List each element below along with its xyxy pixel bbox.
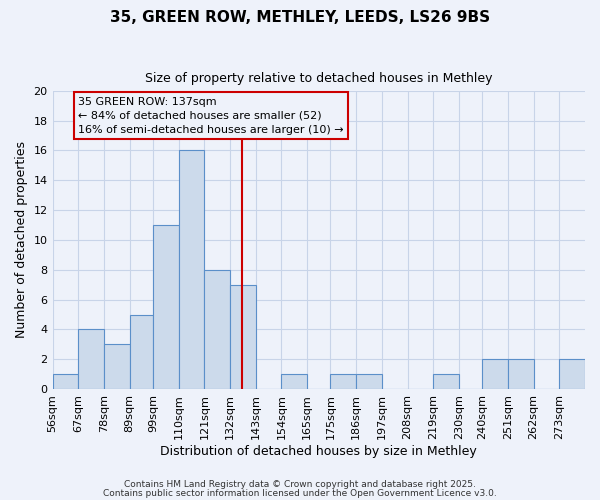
Bar [559,360,585,389]
Bar [179,150,205,389]
Bar [482,360,508,389]
Bar [433,374,459,389]
Text: 35 GREEN ROW: 137sqm
← 84% of detached houses are smaller (52)
16% of semi-detac: 35 GREEN ROW: 137sqm ← 84% of detached h… [78,97,344,135]
Bar [53,374,78,389]
Bar [153,225,179,389]
Y-axis label: Number of detached properties: Number of detached properties [15,142,28,338]
Bar [78,330,104,389]
Bar [508,360,533,389]
Text: Contains public sector information licensed under the Open Government Licence v3: Contains public sector information licen… [103,488,497,498]
Bar [356,374,382,389]
Bar [230,284,256,389]
Text: Contains HM Land Registry data © Crown copyright and database right 2025.: Contains HM Land Registry data © Crown c… [124,480,476,489]
Bar [104,344,130,389]
Bar [281,374,307,389]
Text: 35, GREEN ROW, METHLEY, LEEDS, LS26 9BS: 35, GREEN ROW, METHLEY, LEEDS, LS26 9BS [110,10,490,25]
Bar [205,270,230,389]
Bar [130,314,153,389]
Bar [331,374,356,389]
X-axis label: Distribution of detached houses by size in Methley: Distribution of detached houses by size … [160,444,477,458]
Title: Size of property relative to detached houses in Methley: Size of property relative to detached ho… [145,72,493,86]
